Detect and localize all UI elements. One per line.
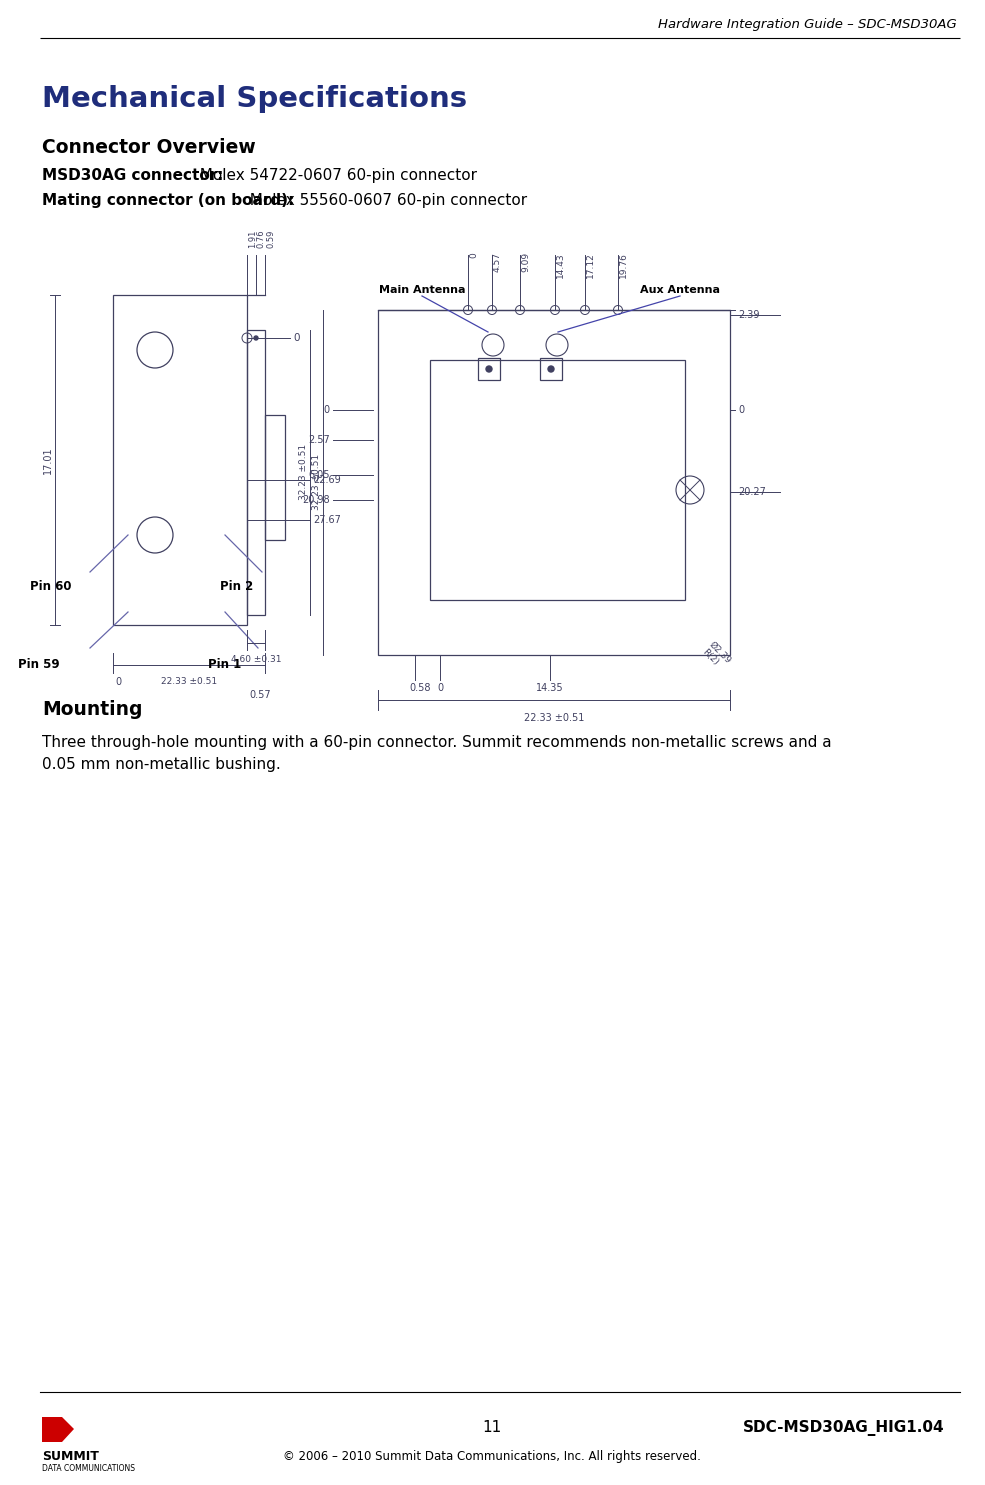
Text: 2.39: 2.39 xyxy=(738,310,759,319)
Text: SUMMIT: SUMMIT xyxy=(42,1449,98,1463)
Text: 14.35: 14.35 xyxy=(536,683,563,693)
Text: 22.33 ±0.51: 22.33 ±0.51 xyxy=(161,677,217,686)
Polygon shape xyxy=(42,1417,74,1442)
Bar xyxy=(430,359,685,600)
Text: Ø2.39
R(2): Ø2.39 R(2) xyxy=(700,640,733,673)
Text: SDC-MSD30AG_HIG1.04: SDC-MSD30AG_HIG1.04 xyxy=(744,1420,945,1436)
Text: 0.58: 0.58 xyxy=(409,683,430,693)
Text: 20.27: 20.27 xyxy=(738,487,766,497)
Text: 0: 0 xyxy=(324,405,330,414)
Bar xyxy=(113,296,247,625)
Text: 20.98: 20.98 xyxy=(302,495,330,505)
Text: 17.12: 17.12 xyxy=(586,252,595,278)
Text: Pin 1: Pin 1 xyxy=(208,658,241,671)
Text: Aux Antenna: Aux Antenna xyxy=(640,285,720,296)
Text: 0: 0 xyxy=(469,252,478,258)
Text: 0: 0 xyxy=(738,405,744,414)
Text: Hardware Integration Guide – SDC-MSD30AG: Hardware Integration Guide – SDC-MSD30AG xyxy=(658,18,957,31)
Text: 22.33 ±0.51: 22.33 ±0.51 xyxy=(524,713,584,723)
Text: Molex 54722-0607 60-pin connector: Molex 54722-0607 60-pin connector xyxy=(190,168,477,183)
Text: Main Antenna: Main Antenna xyxy=(379,285,465,296)
Text: 11: 11 xyxy=(483,1420,501,1435)
Text: Three through-hole mounting with a 60-pin connector. Summit recommends non-metal: Three through-hole mounting with a 60-pi… xyxy=(42,735,831,772)
Text: 0: 0 xyxy=(293,333,299,343)
Bar xyxy=(478,358,500,380)
Text: Connector Overview: Connector Overview xyxy=(42,138,256,157)
Text: Molex 55560-0607 60-pin connector: Molex 55560-0607 60-pin connector xyxy=(240,193,527,208)
Bar xyxy=(378,310,730,655)
Text: Mechanical Specifications: Mechanical Specifications xyxy=(42,85,467,113)
Text: 0.57: 0.57 xyxy=(249,691,271,699)
Circle shape xyxy=(254,336,258,340)
Text: DATA COMMUNICATIONS: DATA COMMUNICATIONS xyxy=(42,1464,135,1473)
Text: 17.01: 17.01 xyxy=(43,446,53,474)
Text: 0: 0 xyxy=(437,683,443,693)
Text: MSD30AG connector:: MSD30AG connector: xyxy=(42,168,224,183)
Circle shape xyxy=(548,365,554,373)
Text: 4.57: 4.57 xyxy=(493,252,502,272)
Text: 32.23 ±0.51: 32.23 ±0.51 xyxy=(312,454,321,509)
Text: 0.59: 0.59 xyxy=(266,230,275,248)
Circle shape xyxy=(486,365,492,373)
Text: Mating connector (on board):: Mating connector (on board): xyxy=(42,193,295,208)
Text: © 2006 – 2010 Summit Data Communications, Inc. All rights reserved.: © 2006 – 2010 Summit Data Communications… xyxy=(283,1449,701,1463)
Bar xyxy=(247,330,265,615)
Text: 14.43: 14.43 xyxy=(556,252,565,278)
Text: Pin 2: Pin 2 xyxy=(220,581,253,593)
Text: Pin 60: Pin 60 xyxy=(30,581,72,593)
Text: 9.09: 9.09 xyxy=(521,252,530,272)
Bar xyxy=(540,358,562,380)
Text: 0.76: 0.76 xyxy=(257,229,266,248)
Text: 1.91: 1.91 xyxy=(248,230,257,248)
Text: 27.67: 27.67 xyxy=(313,515,341,526)
Text: 22.69: 22.69 xyxy=(313,475,341,486)
Text: 32.23 ±0.51: 32.23 ±0.51 xyxy=(299,444,308,500)
Text: 6.05: 6.05 xyxy=(308,469,330,480)
Text: 19.76: 19.76 xyxy=(619,252,628,278)
Text: Mounting: Mounting xyxy=(42,699,143,719)
Text: 0: 0 xyxy=(115,677,121,688)
Text: Pin 59: Pin 59 xyxy=(18,658,60,671)
Text: 2.57: 2.57 xyxy=(308,435,330,445)
Text: 4.60 ±0.31: 4.60 ±0.31 xyxy=(230,655,282,664)
Bar xyxy=(265,414,285,541)
